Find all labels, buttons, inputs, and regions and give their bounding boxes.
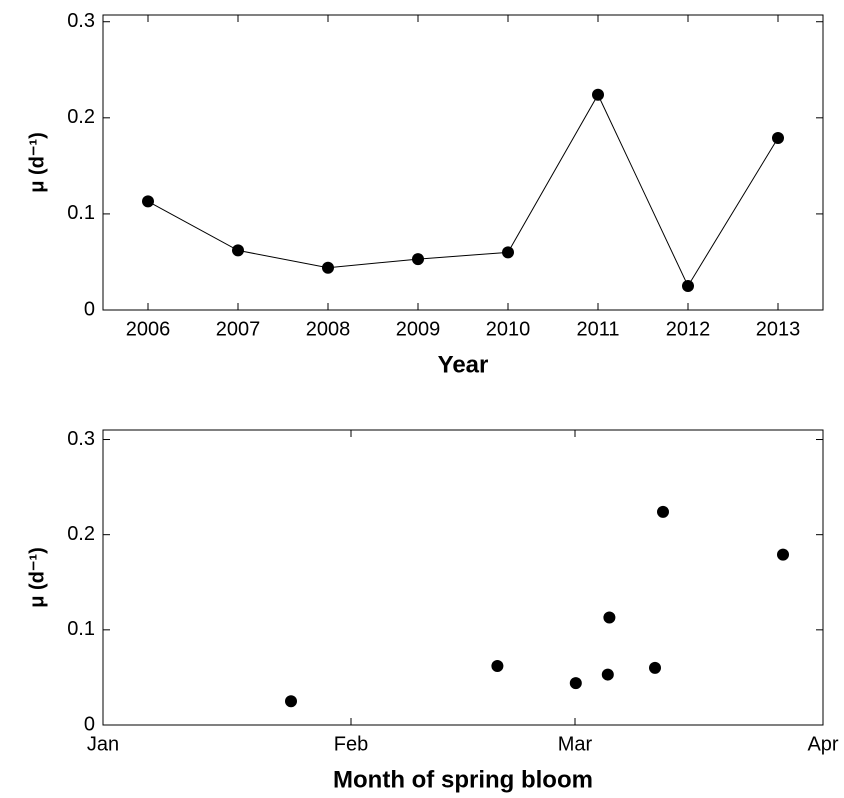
y-tick-label: 0.2 — [67, 106, 95, 128]
x-tick-label: 2013 — [756, 318, 801, 340]
point — [777, 548, 789, 561]
x-axis-label: Year — [438, 351, 489, 378]
point — [569, 677, 582, 690]
x-tick-label: 2009 — [396, 318, 441, 340]
x-tick-label: Apr — [807, 733, 838, 755]
point — [502, 246, 514, 259]
point — [232, 244, 244, 257]
y-tick-label: 0 — [84, 298, 95, 320]
point — [657, 505, 669, 518]
x-tick-label: 2010 — [486, 318, 531, 340]
x-tick-label: Feb — [334, 733, 368, 755]
y-tick-label: 0.3 — [67, 428, 95, 450]
x-tick-label: 2011 — [576, 318, 619, 340]
point — [285, 695, 297, 708]
y-axis-label: μ (d⁻¹) — [26, 547, 48, 608]
y-tick-label: 0 — [84, 713, 95, 735]
point — [592, 88, 604, 101]
point — [649, 661, 661, 674]
line — [147, 93, 779, 288]
point — [682, 279, 694, 292]
x-tick-label: 2012 — [666, 318, 711, 340]
point — [412, 253, 424, 266]
point — [601, 668, 614, 681]
point — [142, 195, 154, 208]
plot-frame — [102, 14, 824, 311]
point — [603, 611, 616, 624]
x-tick-label: 2007 — [216, 318, 261, 340]
point — [491, 660, 504, 672]
plot-frame — [102, 429, 824, 726]
y-tick-label: 0.2 — [67, 523, 95, 545]
x-tick-label: 2008 — [306, 318, 351, 340]
x-tick-label: 2006 — [126, 318, 171, 340]
y-tick-label: 0.3 — [67, 10, 95, 32]
x-tick-label: Mar — [558, 733, 593, 755]
point — [322, 261, 334, 274]
x-axis-label: Month of spring bloom — [333, 766, 593, 793]
y-tick-label: 0.1 — [67, 618, 95, 640]
y-tick-label: 0.1 — [67, 202, 95, 224]
point — [772, 131, 784, 144]
y-axis-label: μ (d⁻¹) — [26, 132, 48, 193]
x-tick-label: Jan — [87, 733, 119, 755]
